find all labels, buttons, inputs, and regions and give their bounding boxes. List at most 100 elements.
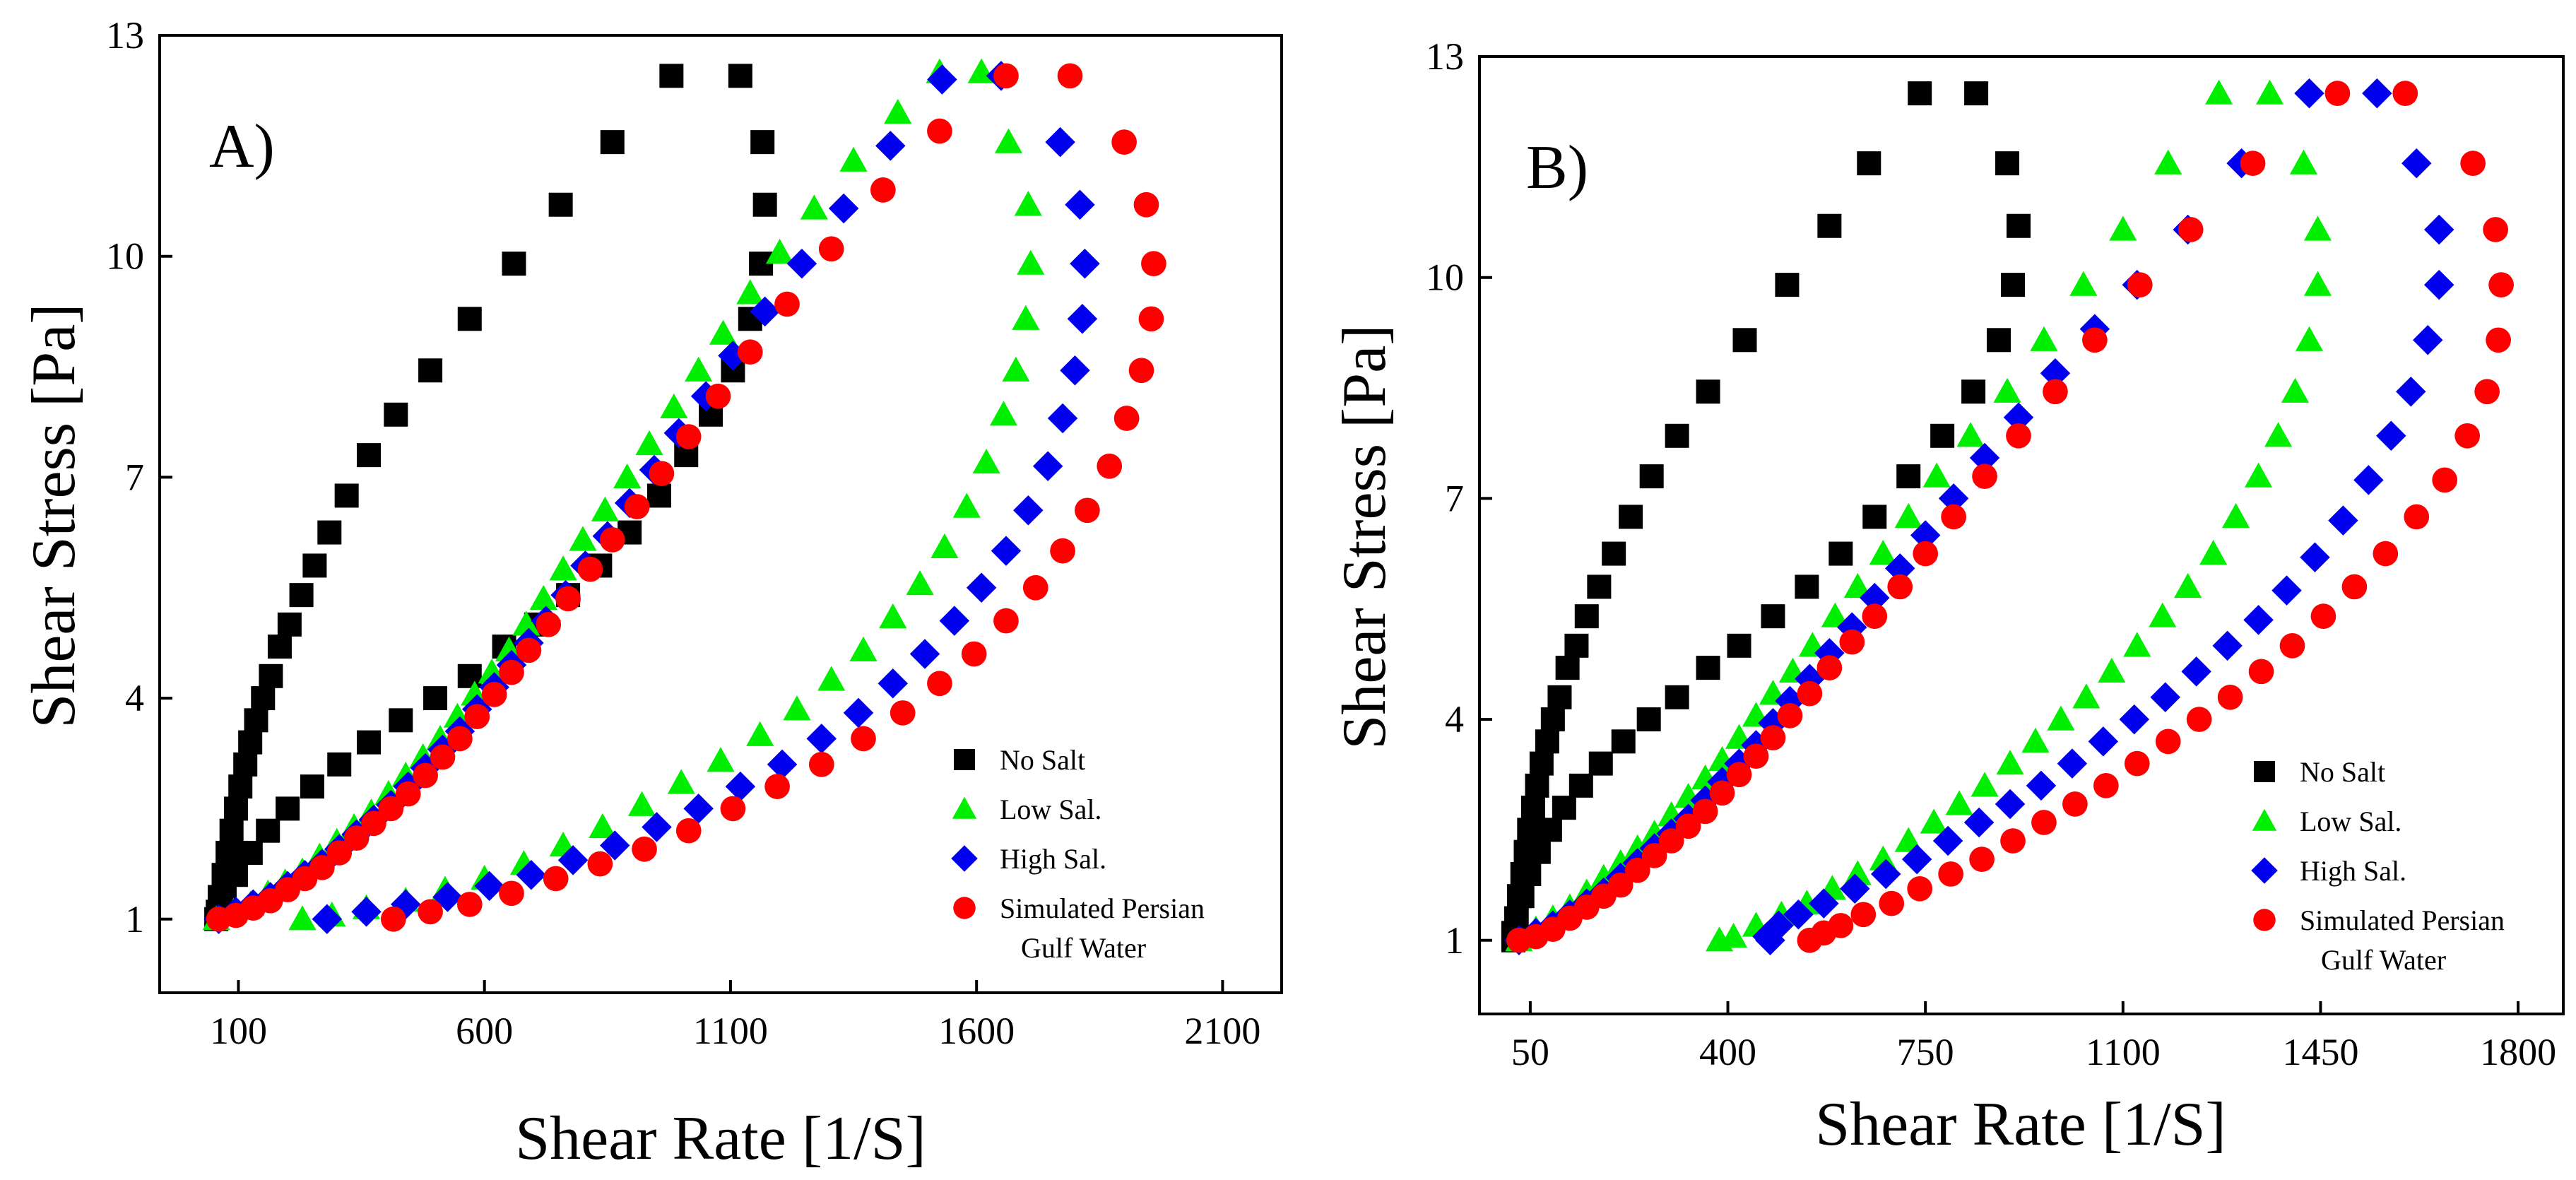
panel-b-low-sal-point-20: [1869, 540, 1897, 565]
panel-a-simulated-persian-gulf-water-point-56: [499, 880, 524, 907]
panel-b-ticks: 50 400 750 1100 1450 1800 1 4 7 10 13: [1426, 35, 2556, 1073]
panel-b-high-sal-point-45: [2181, 656, 2211, 687]
panel-b-no-salt-point-21: [1732, 328, 1757, 353]
panel-b-high-sal-point-42: [2271, 575, 2302, 606]
panel-a-x-tick-label-4: 2100: [1184, 1010, 1260, 1052]
panel-a-low-sal-point-29: [766, 238, 794, 264]
panel-b-high-sal-point-46: [2150, 682, 2180, 713]
panel-b-high-sal-point-31: [2294, 78, 2324, 109]
panel-a-no-salt-point-4: [219, 818, 244, 843]
panel-a-low-sal-point-31: [839, 146, 868, 172]
panel-b-low-sal-point-28: [2154, 149, 2182, 175]
panel-a-low-sal-point-23: [613, 463, 642, 489]
panel-a-low-sal-point-30: [800, 194, 828, 220]
panel-b-simulated-persian-gulf-water-point-19: [1839, 629, 1865, 655]
panel-b-simulated-persian-gulf-water-point-57: [1879, 890, 1905, 916]
panel-b-legend-marker-high-sal: [2251, 857, 2278, 884]
panel-b-low-sal-point-42: [2123, 632, 2151, 657]
panel-b-no-salt-point-20: [1696, 379, 1720, 404]
panel-a-simulated-persian-gulf-water-point-31: [927, 118, 952, 144]
panel-a-low-sal-point-38: [1012, 305, 1040, 330]
panel-a-simulated-persian-gulf-water-point-27: [737, 339, 763, 365]
panel-a-high-sal-point-34: [1045, 126, 1075, 158]
panel-b-simulated-persian-gulf-water-point-49: [2124, 750, 2150, 777]
panel-b-simulated-persian-gulf-water-point-29: [2178, 217, 2204, 242]
panel-a-legend-label-high-sal: High Sal.: [1000, 843, 1106, 875]
panel-b-high-sal-point-22: [1910, 520, 1941, 550]
panel-b-no-salt-point-45: [1552, 796, 1576, 820]
panel-a-high-sal-point-55: [516, 859, 547, 890]
panel-a-no-salt-point-43: [357, 730, 382, 755]
panel-a-simulated-persian-gulf-water-point-16: [481, 682, 507, 707]
panel-a-no-salt-point-45: [300, 774, 324, 799]
panel-b-simulated-persian-gulf-water-point-35: [2488, 272, 2514, 297]
panel-a-simulated-persian-gulf-water-point-33: [1057, 63, 1083, 89]
panel-b-high-sal-point-39: [2353, 465, 2384, 495]
panel-b-y-tick-label-1: 4: [1445, 698, 1464, 741]
panel-a-low-sal-point-42: [952, 492, 981, 518]
panel-a-y-tick-label-2: 7: [125, 456, 144, 498]
panel-a-simulated-persian-gulf-water-point-9: [361, 810, 386, 837]
panel-a-simulated-persian-gulf-water-point-38: [1128, 358, 1154, 384]
panel-a-no-salt-point-48: [238, 840, 263, 865]
panel-b-no-salt-point-44: [1568, 773, 1593, 798]
panel-b-simulated-persian-gulf-water-point-32: [2392, 81, 2418, 106]
panel-a-high-sal-point-56: [474, 871, 504, 902]
panel-a-simulated-persian-gulf-water-point-47: [890, 700, 916, 726]
panel-b-low-sal-point-33: [2303, 271, 2332, 296]
panel-b-low-sal-point-47: [1996, 750, 2024, 775]
panel-b-y-tick-label-2: 7: [1445, 477, 1464, 519]
panel-b-simulated-persian-gulf-water-point-6: [1607, 872, 1633, 898]
panel-a-label: A): [209, 112, 275, 181]
panel-b-low-sal-point-21: [1894, 502, 1922, 529]
panel-a-high-sal-point-50: [725, 771, 756, 802]
panel-b-simulated-persian-gulf-water-point-24: [1972, 464, 1997, 489]
panel-b-low-sal-point-30: [2255, 79, 2284, 105]
panel-a-legend-label-no-salt: No Salt: [1000, 744, 1085, 776]
panel-a-low-sal-point-46: [849, 636, 878, 661]
panel-b-no-salt-point-10: [1540, 707, 1565, 732]
panel-b-high-sal-point-21: [1884, 553, 1915, 584]
panel-a-no-salt-point-8: [238, 730, 263, 755]
panel-a-high-sal-point-44: [939, 606, 970, 636]
panel-a-low-sal-point-20: [549, 555, 577, 581]
panel-a-simulated-persian-gulf-water-point-46: [927, 671, 952, 697]
panel-a-simulated-persian-gulf-water-point-50: [764, 774, 790, 800]
panel-b-y-tick-label-0: 1: [1445, 919, 1464, 962]
panel-b-no-salt-point-7: [1525, 773, 1549, 798]
panel-a-low-sal-point-26: [685, 356, 713, 382]
panel-b-low-sal-point-25: [2030, 326, 2058, 351]
panel-b-low-sal-point-32: [2303, 216, 2332, 241]
panel-a-simulated-persian-gulf-water-point-21: [577, 556, 603, 582]
panel-b-legend-marker-low-sal: [2252, 808, 2277, 831]
panel-a-no-salt-point-23: [548, 192, 573, 217]
panel-b-simulated-persian-gulf-water-point-38: [2454, 423, 2481, 449]
panel-a-ticks: 100 600 1100 1600 2100 1 4 7 10 13: [106, 14, 1260, 1052]
panel-b-no-salt-point-49: [1510, 884, 1535, 909]
panel-a-high-sal-point-42: [991, 536, 1022, 566]
panel-a-low-sal-point-48: [783, 695, 811, 721]
panel-a-simulated-persian-gulf-water-point-54: [587, 851, 613, 877]
panel-a-low-sal-point-50: [707, 747, 735, 772]
panel-b-simulated-persian-gulf-water-point-53: [2000, 828, 2026, 854]
panel-b-no-salt-point-38: [1727, 633, 1751, 658]
panel-b-simulated-persian-gulf-water-point-20: [1862, 603, 1888, 630]
panel-a-no-salt-point-28: [752, 192, 777, 217]
panel-a-simulated-persian-gulf-water-point-12: [413, 762, 438, 789]
panel-b-no-salt-point-43: [1588, 751, 1613, 776]
panel-a-high-sal-point-35: [1065, 189, 1095, 220]
panel-a-high-sal-point-40: [1032, 451, 1063, 481]
panel-a-low-sal-point-37: [1017, 249, 1045, 275]
panel-b-low-sal-point-48: [1971, 772, 1999, 797]
panel-a-legend-marker-simulated-persian-gulf-water: [953, 897, 976, 919]
panel-b-low-sal-point-31: [2289, 149, 2318, 175]
panel-b-low-sal-point-35: [2281, 377, 2310, 403]
panel-b-simulated-persian-gulf-water-point-7: [1624, 857, 1650, 883]
panel-a-no-salt-point-5: [223, 796, 248, 821]
panel-b-high-sal-point-49: [2057, 748, 2088, 779]
panel-b-simulated-persian-gulf-water-point-56: [1907, 875, 1933, 902]
panel-a-low-sal-point-49: [746, 721, 774, 746]
panel-b-simulated-persian-gulf-water-point-43: [2310, 603, 2336, 630]
panel-a-simulated-persian-gulf-water-point-10: [378, 796, 404, 822]
panel-a-low-sal-point-45: [879, 603, 907, 629]
